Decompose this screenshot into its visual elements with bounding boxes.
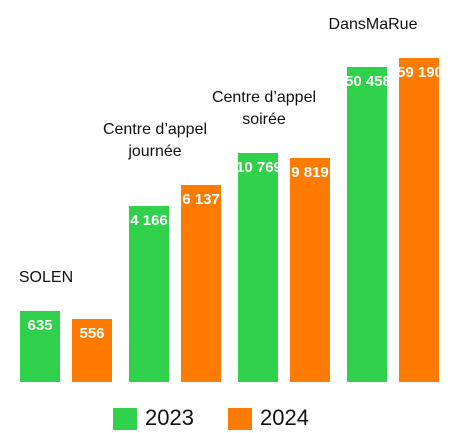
value-label: 556 [79, 324, 105, 342]
bar: 50 458 [345, 66, 391, 382]
legend-label: 2023 [145, 405, 194, 430]
category-label: SOLEN [18, 269, 74, 287]
legend-swatch [228, 408, 252, 430]
value-label: 50 458 [345, 72, 391, 90]
value-label: 6 137 [182, 190, 220, 208]
bar: 556 [72, 318, 112, 382]
bar: 635 [20, 311, 60, 382]
bar: 6 137 [181, 184, 221, 382]
value-label: 59 190 [397, 63, 443, 81]
bar: 59 190 [397, 57, 443, 382]
category-label: Centre d’appel journée [102, 120, 208, 160]
category-label: Centre d’appel soirée [211, 89, 317, 129]
bar: 10 769 [236, 153, 282, 382]
category-label: DansMaRue [328, 15, 418, 33]
legend-swatch [113, 408, 137, 430]
value-label: 4 166 [130, 212, 168, 230]
value-label: 10 769 [236, 159, 282, 177]
value-label: 635 [27, 317, 53, 335]
bar: 4 166 [129, 206, 169, 382]
legend-label: 2024 [260, 405, 309, 430]
value-label: 9 819 [291, 164, 329, 182]
bar: 9 819 [290, 158, 330, 382]
